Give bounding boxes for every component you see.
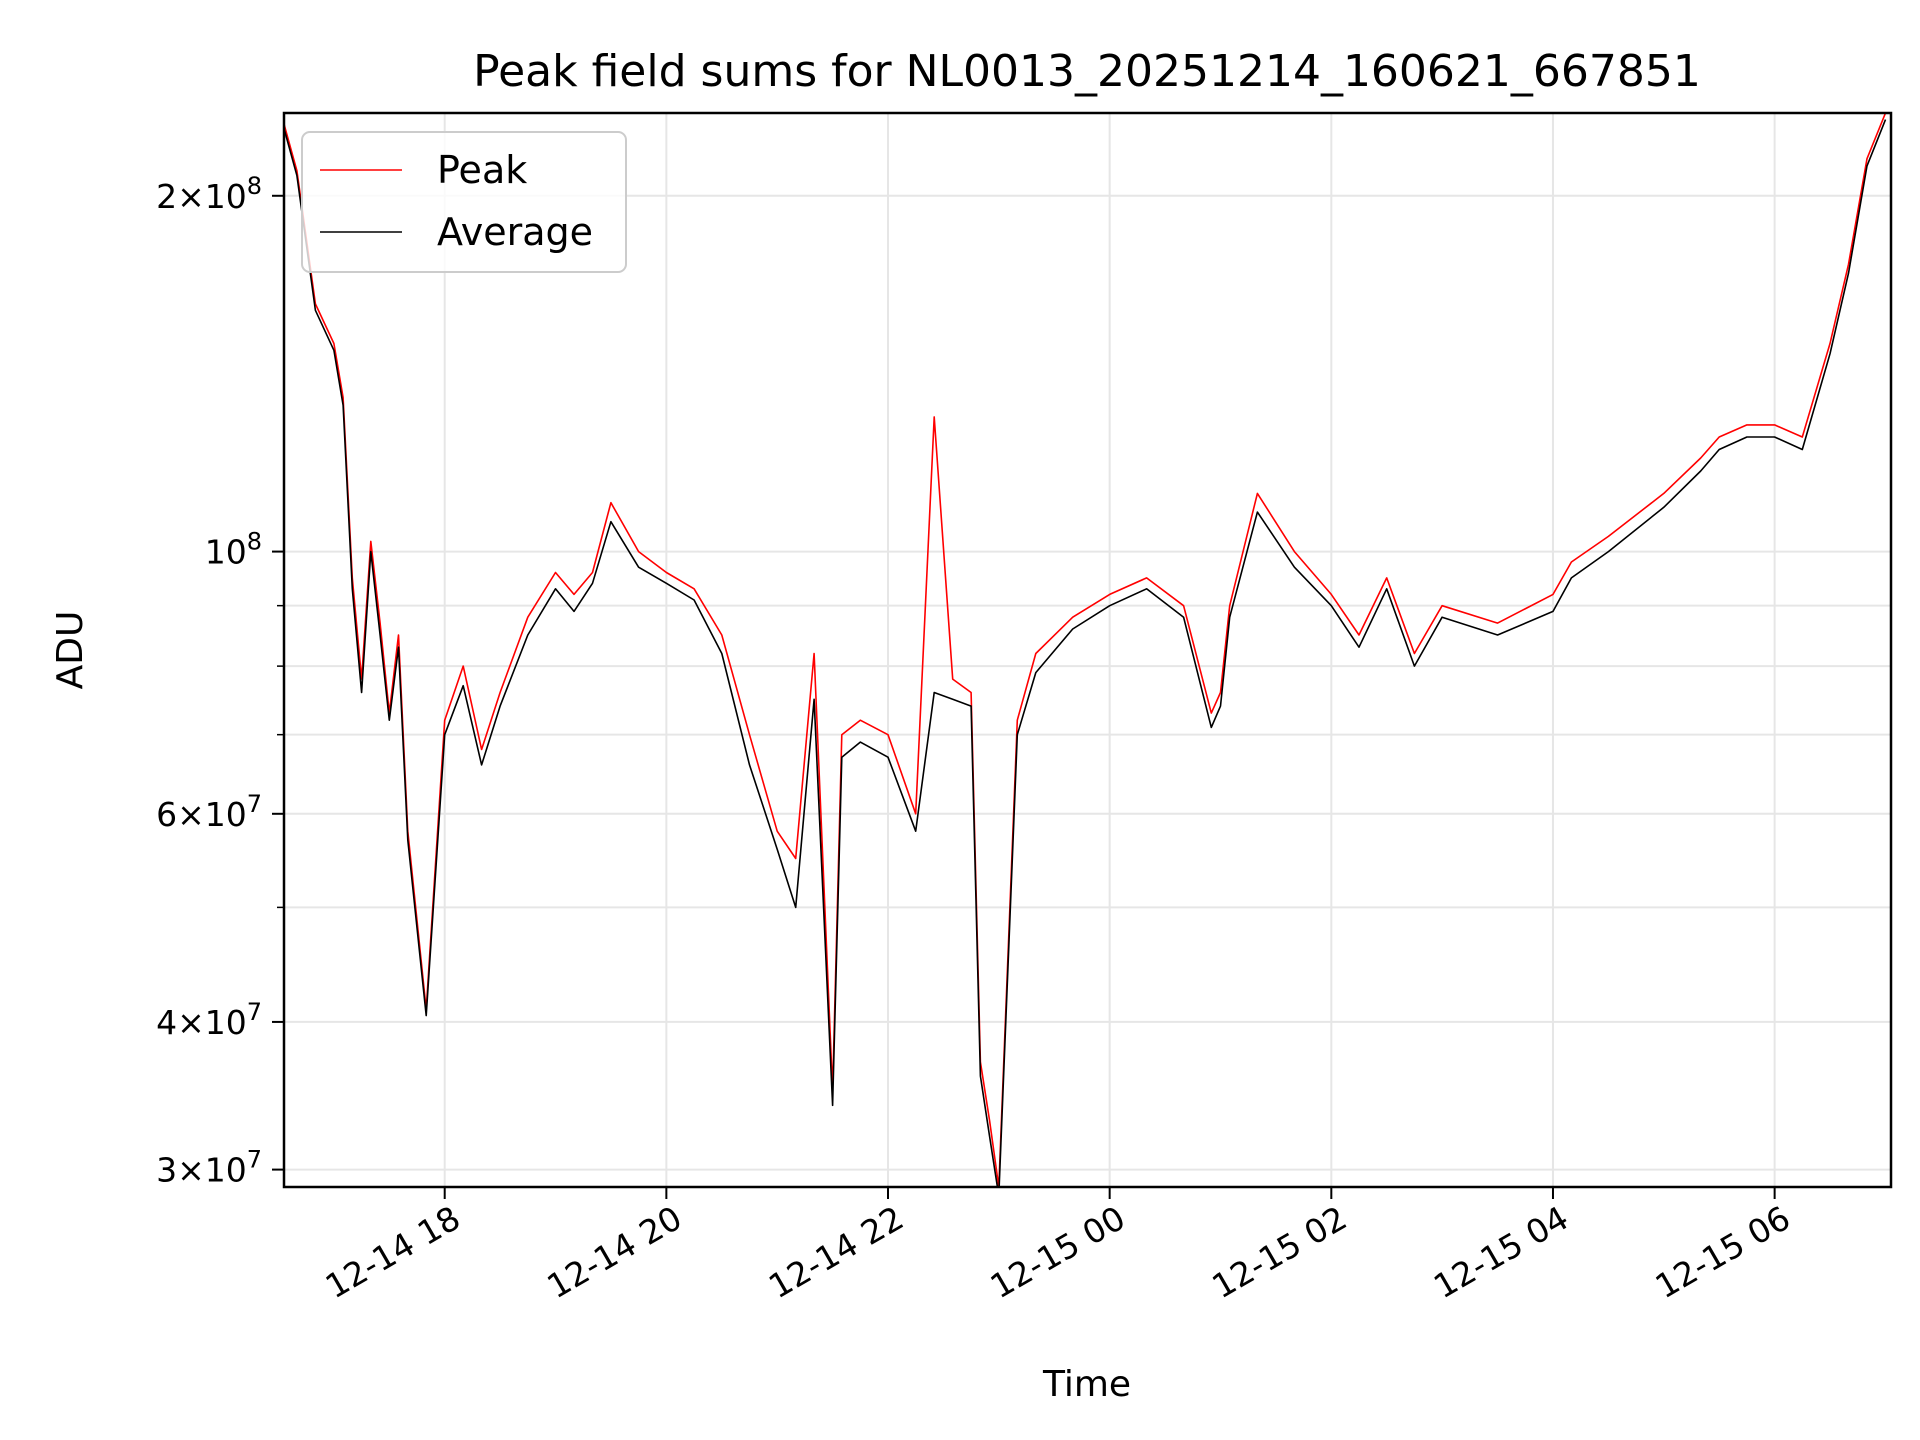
plot-frame <box>282 111 1893 1189</box>
y-tick-label: 2×108 <box>156 172 262 216</box>
x-tick-label: 12-14 22 <box>762 1198 910 1306</box>
chart-title: Peak field sums for NL0013_20251214_1606… <box>473 46 1701 97</box>
legend: Peak Average <box>301 131 627 273</box>
x-tick-label: 12-14 18 <box>319 1198 467 1306</box>
legend-label-average: Average <box>437 210 593 254</box>
series-line-peak <box>284 113 1887 1187</box>
x-axis-label: Time <box>1042 1364 1131 1405</box>
x-tick-label: 12-14 20 <box>540 1198 688 1306</box>
plot-series <box>284 113 1887 1187</box>
legend-label-peak: Peak <box>437 148 527 192</box>
y-tick-label: 108 <box>205 528 262 572</box>
y-axis-label: ADU <box>50 611 91 690</box>
y-tick-label: 6×107 <box>156 790 262 834</box>
y-tick-label: 4×107 <box>156 998 262 1042</box>
y-tick-label: 3×107 <box>156 1146 262 1190</box>
grid-lines <box>284 113 1891 1187</box>
legend-box <box>301 131 627 273</box>
x-tick-label: 12-15 04 <box>1427 1198 1575 1306</box>
x-tick-label: 12-15 00 <box>984 1198 1132 1306</box>
x-tick-label: 12-15 02 <box>1205 1198 1353 1306</box>
series-line-average <box>284 119 1887 1187</box>
x-tick-label: 12-15 06 <box>1649 1198 1797 1306</box>
